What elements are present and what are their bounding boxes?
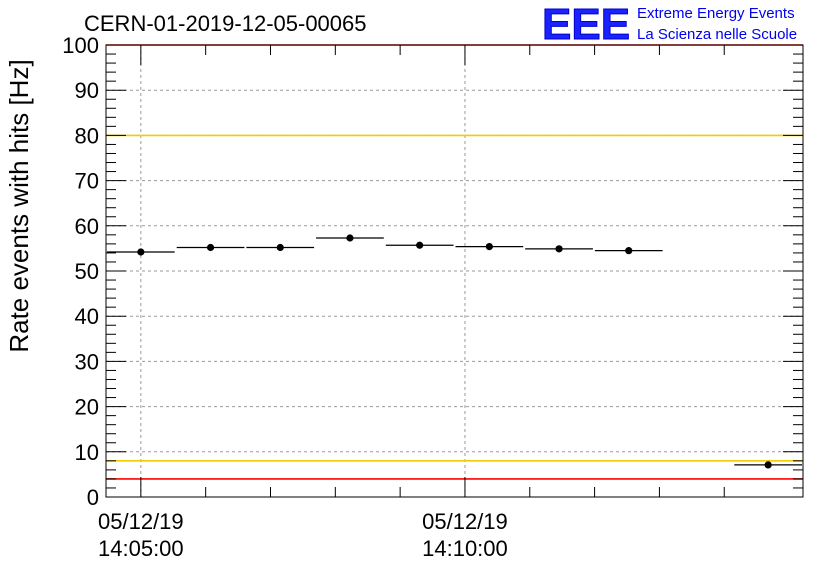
reference-lines: [106, 45, 803, 479]
y-tick-label: 50: [75, 259, 99, 284]
rate-chart: 0102030405060708090100 05/12/1914:05:000…: [0, 0, 836, 572]
y-tick-label: 40: [75, 304, 99, 329]
data-point: [625, 247, 632, 254]
data-point: [137, 248, 144, 255]
data-point: [346, 234, 353, 241]
y-tick-label: 20: [75, 395, 99, 420]
y-tick-labels: 0 10 20 30 40 50 60 70 80 90 100: [62, 33, 99, 510]
x-tick-date: 05/12/19: [422, 509, 508, 534]
data-point: [555, 245, 562, 252]
x-tick-date: 05/12/19: [98, 509, 184, 534]
x-tick-time: 14:10:00: [422, 536, 508, 561]
y-tick-label: 70: [75, 169, 99, 194]
y-tick-label: 60: [75, 214, 99, 239]
y-tick-label: 90: [75, 78, 99, 103]
eee-logo-line2: La Scienza nelle Scuole: [637, 26, 797, 43]
data-points: [107, 234, 802, 468]
eee-logo-line1: Extreme Energy Events: [637, 5, 795, 22]
data-point: [207, 244, 214, 251]
y-tick-label: 80: [75, 123, 99, 148]
eee-logo: EEE Extreme Energy Events La Scienza nel…: [542, 0, 797, 49]
data-point: [486, 243, 493, 250]
y-tick-label: 30: [75, 349, 99, 374]
grid-lines: [106, 45, 803, 497]
data-point: [765, 461, 772, 468]
y-tick-label: 0: [87, 485, 99, 510]
data-point: [416, 242, 423, 249]
chart-title: CERN-01-2019-12-05-00065: [84, 11, 367, 36]
y-axis-label: Rate events with hits [Hz]: [4, 59, 34, 352]
y-tick-label: 10: [75, 440, 99, 465]
data-point: [277, 244, 284, 251]
y-tick-label: 100: [62, 33, 99, 58]
x-tick-time: 14:05:00: [98, 536, 184, 561]
eee-logo-letters: EEE: [542, 0, 630, 49]
